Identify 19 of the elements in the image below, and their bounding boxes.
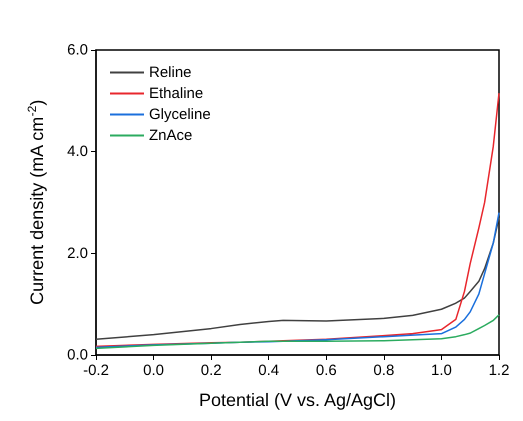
- legend-label: Ethaline: [149, 85, 204, 102]
- legend-label: Reline: [149, 64, 192, 81]
- x-tick-label: 0.4: [258, 362, 280, 379]
- legend-label: ZnAce: [149, 127, 192, 144]
- y-tick-label: 6.0: [67, 42, 88, 58]
- x-axis-title: Potential (V vs. Ag/AgCl): [198, 390, 396, 410]
- x-tick-label: 1.0: [431, 362, 452, 379]
- x-tick-label: 0.2: [200, 362, 222, 379]
- x-tick-label: -0.2: [83, 362, 109, 379]
- legend-label: Glyceline: [149, 106, 211, 123]
- line-series: [95, 314, 500, 350]
- x-tick-label: 1.2: [488, 362, 510, 379]
- x-tick-label: 0.0: [143, 362, 164, 379]
- x-tick-label: 0.6: [316, 362, 337, 379]
- y-tick-label: 0.0: [67, 346, 88, 364]
- y-tick-label: 4.0: [67, 143, 88, 160]
- x-tick-label: 0.8: [373, 362, 394, 379]
- y-tick-label: 2.0: [67, 244, 88, 262]
- y-axis-title: Current density (mA cm-2): [25, 100, 47, 305]
